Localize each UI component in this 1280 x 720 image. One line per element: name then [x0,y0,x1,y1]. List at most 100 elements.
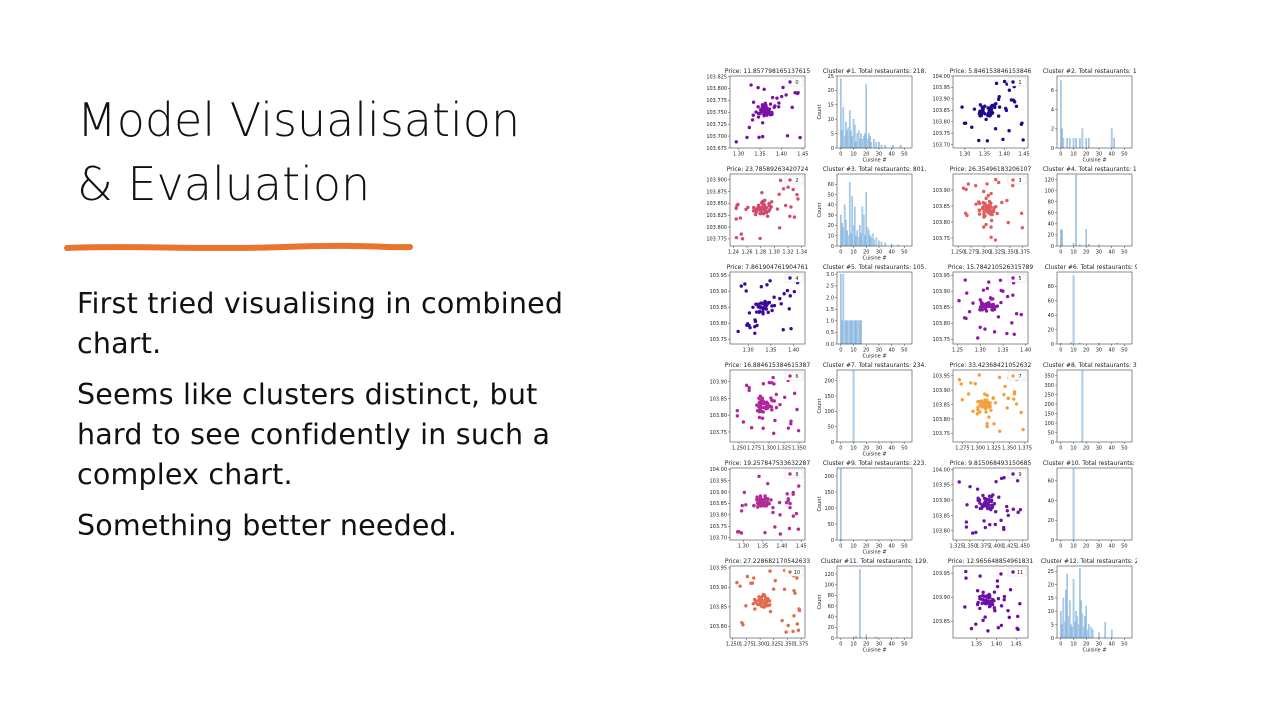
scatter-point [795,576,799,580]
scatter-point [981,205,985,210]
scatter-point [993,401,998,405]
x-tick-label: 50 [1121,446,1127,452]
plot-frame [1056,75,1133,149]
scatter-point [1007,129,1011,133]
scatter-point [1005,406,1009,410]
y-tick-label: 100 [824,582,834,588]
scatter-point [1000,200,1004,205]
scatter-point [771,375,775,380]
x-tick-label: 0 [839,250,842,256]
slide-title: Model Visualisation & Evaluation [77,88,637,216]
x-tick-label: 0 [839,446,842,452]
scatter-chart: Price: 5.846153846153846 1 1.30 1.35 1.40 1.4… [933,68,1032,158]
y-tick-label: 25 [828,74,834,80]
histogram-bar [1065,589,1067,639]
scatter-point [759,110,763,114]
chart-title: Cluster #8. Total restaurants: 380. [1043,362,1137,369]
y-axis-label: Count [817,399,823,414]
histogram-bar [847,127,850,149]
scatter-point [978,501,982,505]
scatter-point [1019,211,1024,216]
x-tick-label: 20 [1083,446,1089,452]
x-tick-label: 1.325 [767,642,781,648]
y-tick-label: 103.875 [706,189,727,195]
scatter-point [791,514,796,518]
legend-box [1007,371,1027,381]
legend-marker [788,80,792,84]
histogram-bar [870,237,873,247]
scatter-point [753,331,757,336]
histogram-bar [1085,229,1087,247]
y-tick-label: 40 [1048,313,1054,319]
scatter-point [757,409,762,414]
y-tick-label: 103.90 [710,490,728,496]
y-tick-label: 50 [828,522,834,528]
scatter-point [970,125,974,129]
scatter-point [796,527,801,531]
x-tick-label: 1.300 [762,446,776,452]
y-tick-label: 103.85 [710,396,728,402]
scatter-point [984,302,988,306]
histogram-bar [1068,600,1071,639]
histogram-bar [1076,616,1079,639]
y-tick-label: 103.90 [710,289,728,295]
scatter-point [755,501,760,505]
y-tick-label: 25 [1048,569,1054,575]
x-tick-label: 1.300 [977,250,991,256]
scatter-point [792,391,797,396]
scatter-point [760,301,764,305]
scatter-point [1016,510,1020,515]
scatter-chart: Price: 9.815068493150685 9 1.3251.3501.375… [933,460,1032,550]
legend-label: 5 [1018,276,1021,282]
plot-frame [729,271,806,345]
x-tick-label: 1.425 [1002,544,1016,550]
scatter-point [749,83,753,87]
chart-title: Price: 27.228682170542633 [725,558,811,565]
scatter-chart: Price: 15.784210526315789 5 1.25 1.30 1.35 1.… [933,264,1034,354]
scatter-point [743,282,747,286]
legend-box [1007,567,1027,577]
chart-title: Price: 33.42368421052632 [950,362,1032,369]
histogram-bar [868,133,870,149]
y-tick-label: 103.80 [933,220,951,226]
scatter-point [982,519,986,523]
scatter-point [996,626,1001,630]
scatter-point [1014,402,1019,406]
y-tick-label: 103.825 [706,74,727,80]
histogram-bar [864,133,866,149]
histogram-chart: Cluster #7. Total restaurants: 234. 0 10 20… [817,362,926,458]
slide-title-line-1: Model Visualisation [77,93,521,147]
histogram-bar [847,235,850,247]
histogram-bar [851,196,854,247]
histogram-bar [1060,229,1062,247]
scatter-point [768,609,773,614]
histogram-bar [854,206,856,247]
y-tick-label: 100 [824,506,834,512]
x-tick-label: 30 [1096,348,1102,354]
histogram-bar [848,110,851,149]
scatter-point [1020,121,1024,125]
y-tick-label: 300 [1044,383,1054,389]
scatter-point [793,591,797,595]
scatter-point [786,426,791,430]
x-tick-label: 1.450 [1016,544,1030,550]
histogram-bar [843,136,846,149]
scatter-point [1003,384,1007,389]
y-tick-label: 0 [1051,538,1054,544]
x-tick-label: 10 [850,152,856,158]
x-tick-label: 1.34 [796,250,807,256]
x-tick-label: 10 [850,348,856,354]
scatter-point [764,596,768,601]
scatter-point [784,500,789,505]
histogram-bar [846,130,848,149]
scatter-point [991,308,995,312]
scatter-point [751,113,755,117]
x-tick-label: 1.40 [1020,348,1031,354]
scatter-point [795,407,799,412]
scatter-point [767,380,771,385]
histogram-bar [854,124,856,149]
histogram-bar [1068,138,1071,149]
scatter-point [983,525,988,530]
histogram-bar [859,569,861,639]
histogram-bar [840,214,842,247]
